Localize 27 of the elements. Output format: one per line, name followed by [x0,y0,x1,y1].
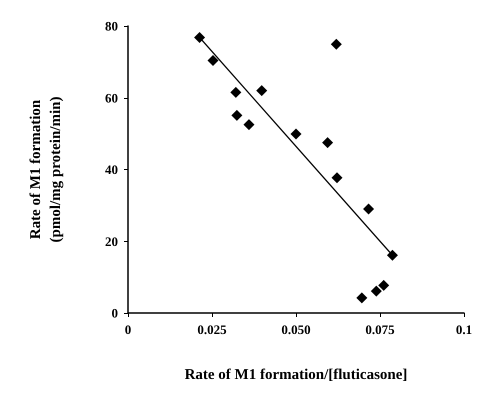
y-tick-label: 40 [105,162,118,177]
x-tick-label: 0 [124,322,132,337]
x-tick-label: 0.075 [365,322,396,337]
y-tick-label: 80 [105,18,118,34]
x-tick-label: 0.050 [281,322,311,337]
point [356,292,368,304]
point [330,38,342,50]
y-tick-label: 0 [112,306,118,320]
y-axis-title: Rate of M1 formation (pmol/mg protein/min) [28,96,64,242]
point [363,203,374,214]
x-axis-title: Rate of M1 formation/[fluticasone] [184,367,408,383]
point [194,32,206,43]
point [331,172,342,184]
point [256,85,268,96]
point [230,86,242,98]
point [322,137,334,148]
point [231,110,242,121]
x-tick-label: 0.025 [197,322,228,337]
point [208,54,219,66]
point [386,250,398,261]
point [370,286,382,297]
y-tick-label: 20 [105,234,118,249]
point [290,128,302,140]
point [243,119,254,130]
point [378,280,390,291]
x-tick-label: 0.1 [456,322,472,337]
y-tick-label: 60 [105,90,118,106]
